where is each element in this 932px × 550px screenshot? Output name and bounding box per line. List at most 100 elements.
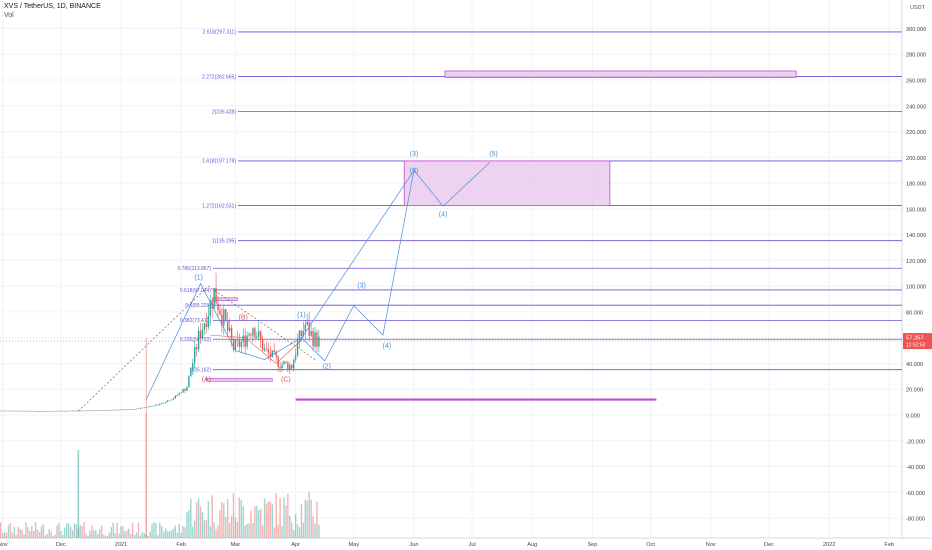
- candle-body: [221, 314, 223, 326]
- candle-body: [89, 410, 91, 411]
- volume-bar: [199, 506, 202, 538]
- candle-body: [289, 364, 291, 370]
- volume-bar: [60, 530, 62, 538]
- volume-bar: [269, 501, 272, 538]
- fib-label: 1.272(162.531): [202, 203, 236, 209]
- y-tick-label: 280.000: [906, 53, 926, 59]
- volume-spike: [145, 413, 148, 538]
- x-tick-label: Sep: [587, 542, 597, 548]
- volume-bar: [184, 527, 186, 538]
- candle-body: [36, 411, 39, 412]
- candle-body: [153, 405, 155, 407]
- volume-bar: [271, 504, 274, 538]
- x-tick-label: Mar: [231, 542, 241, 548]
- target-zone-wave3: [403, 160, 611, 207]
- volume-bar: [161, 526, 163, 538]
- volume-bar: [219, 510, 221, 538]
- volume-bar: [108, 532, 111, 538]
- volume-bar: [318, 524, 320, 538]
- candle-body: [44, 411, 47, 412]
- candle-body: [54, 410, 56, 412]
- volume-bar: [207, 501, 209, 538]
- candle-body: [50, 411, 52, 412]
- candle-body: [143, 407, 145, 409]
- candle-body: [98, 410, 101, 411]
- candle-body: [248, 334, 250, 336]
- candle-body: [205, 323, 208, 328]
- candle-body: [95, 410, 97, 411]
- volume-bar: [281, 526, 283, 538]
- wave-label: (A): [202, 376, 211, 383]
- volume-bar: [314, 523, 316, 538]
- volume-bar: [151, 523, 153, 538]
- volume-bar: [11, 532, 14, 538]
- candle-body: [141, 407, 144, 409]
- candle-body: [263, 348, 266, 351]
- volume-bar: [267, 501, 270, 538]
- volume-bar: [147, 535, 149, 538]
- candle-body: [114, 409, 116, 411]
- wave-label: (4): [382, 343, 391, 350]
- fib-label: 0.5(85.229): [185, 303, 211, 309]
- volume-bar: [302, 522, 305, 538]
- candle-body: [271, 350, 274, 357]
- volume-bar: [312, 516, 314, 538]
- wave-label: (B): [239, 315, 248, 322]
- candle-body: [310, 331, 312, 336]
- candle-body: [164, 402, 167, 403]
- candle-body: [197, 330, 200, 350]
- volume-bar: [263, 498, 266, 538]
- candle-body: [291, 364, 293, 369]
- candle-body: [46, 411, 48, 412]
- candle-body: [292, 360, 295, 369]
- fib-label: 0(35.162): [190, 367, 212, 373]
- volume-bar: [211, 495, 213, 538]
- candle-body: [298, 330, 301, 342]
- candle-body: [126, 409, 128, 410]
- volume-bar: [176, 532, 178, 538]
- candle-body: [265, 348, 268, 350]
- fib-levels: 2.618(297.311) 2.272(262.665) 2(235.428) 1.…: [177, 30, 902, 373]
- volume-bar: [162, 531, 165, 538]
- volume-bar: [316, 501, 318, 538]
- volume-bar: [42, 524, 45, 538]
- candle-body: [275, 352, 277, 357]
- volume-bar: [64, 527, 66, 538]
- target-zones: [206, 70, 797, 401]
- y-tick-label: -60.000: [906, 491, 925, 497]
- wave-label: (4): [439, 212, 448, 219]
- candle-body: [312, 331, 314, 347]
- candle-body: [52, 410, 54, 412]
- candle-body: [250, 334, 252, 336]
- candle-body: [83, 410, 85, 412]
- candle-body: [246, 335, 248, 347]
- candle-body: [124, 409, 126, 410]
- candle-body: [56, 410, 58, 412]
- candle-body: [147, 406, 149, 408]
- volume-bar: [236, 521, 239, 538]
- volume-bar: [168, 531, 171, 538]
- currency-label: USDT: [910, 5, 926, 11]
- grid-lines: [0, 0, 902, 538]
- volume-bar: [289, 515, 291, 538]
- candle-body: [244, 335, 246, 347]
- volume-bar: [190, 498, 192, 538]
- candle-body: [3, 410, 6, 412]
- candle-body: [174, 395, 177, 399]
- volume-bar: [244, 525, 246, 538]
- volume-bar: [52, 535, 54, 538]
- volume-bar: [137, 522, 140, 538]
- wave-label: (3): [357, 282, 366, 289]
- volume-bar: [40, 526, 43, 538]
- volume-bar: [294, 513, 297, 538]
- candle-body: [294, 355, 297, 361]
- candle-body: [252, 328, 254, 336]
- candle-body: [190, 370, 192, 377]
- wick-spike: [145, 337, 147, 413]
- volume-bar: [256, 505, 258, 538]
- candle-body: [9, 410, 12, 412]
- volume-bar: [133, 534, 136, 538]
- volume-bar: [83, 522, 85, 538]
- volume-bar: [166, 531, 169, 538]
